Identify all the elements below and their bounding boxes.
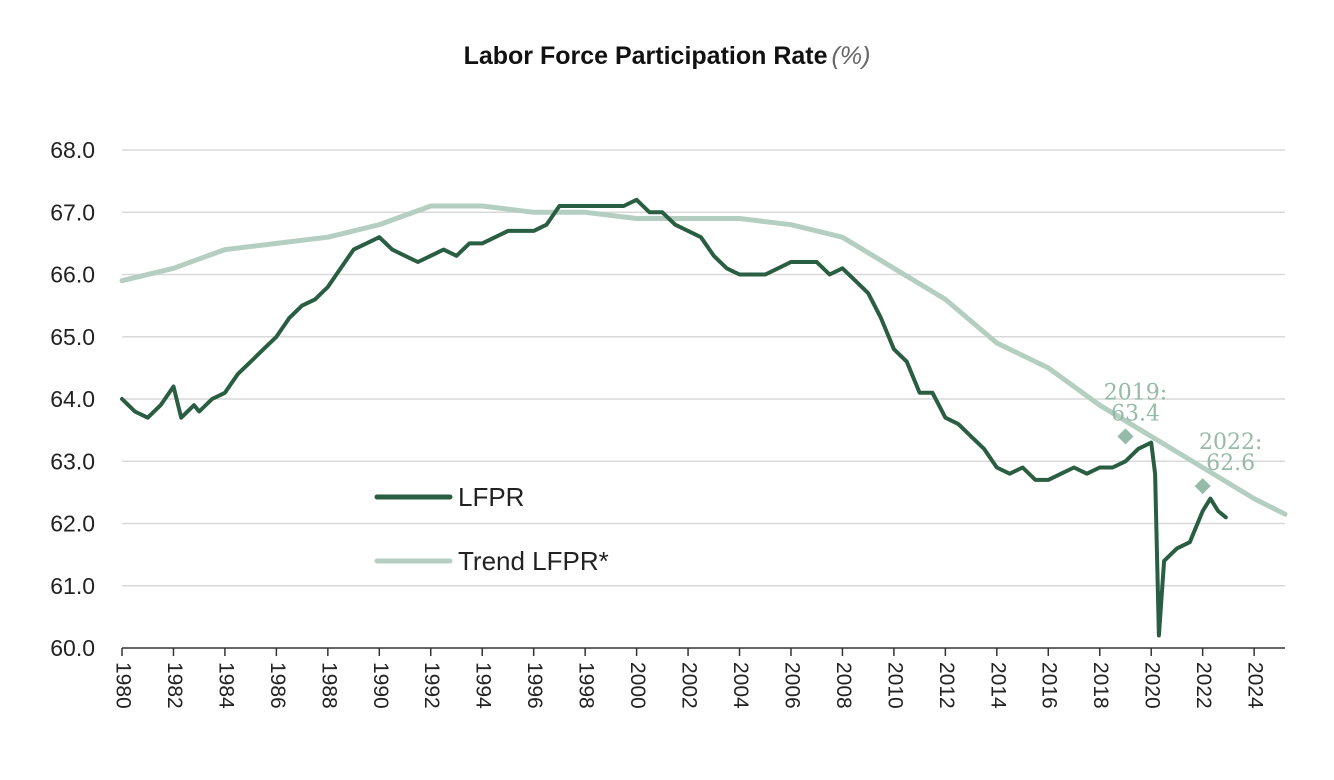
series-lines [119, 197, 1288, 638]
y-tick-label: 64.0 [50, 386, 95, 412]
annotation-marker [1117, 428, 1134, 445]
gridlines [122, 149, 1285, 587]
annotation-value: 62.6 [1206, 451, 1255, 476]
annotation-label: 2022: [1199, 430, 1262, 455]
x-tick-label: 1980 [111, 662, 134, 709]
x-tick-label: 1984 [214, 662, 237, 709]
x-tick-label: 1986 [266, 662, 289, 709]
x-tick-label: 1988 [317, 662, 340, 709]
y-tick-label: 61.0 [50, 573, 95, 599]
x-tick-label: 1992 [420, 662, 443, 709]
x-axis-ticks: 1980 1982 1984 1986 1988 1990 1992 1994 1996 1998… [111, 648, 1267, 709]
annotation-marker [1194, 478, 1211, 495]
x-tick-label: 2000 [626, 662, 649, 709]
x-tick-label: 2012 [935, 662, 958, 709]
x-tick-label: 2004 [729, 662, 752, 709]
x-tick-label: 2002 [678, 662, 701, 709]
y-tick-label: 66.0 [50, 262, 95, 288]
y-tick-label: 63.0 [50, 448, 95, 474]
x-tick-label: 2008 [832, 662, 855, 709]
x-tick-label: 2024 [1244, 662, 1267, 709]
y-tick-label: 62.0 [50, 511, 95, 537]
x-tick-label: 2018 [1089, 662, 1112, 709]
series-line [119, 203, 1288, 517]
x-tick-label: 2010 [883, 662, 906, 709]
x-tick-label: 2020 [1141, 662, 1164, 709]
x-tick-label: 2016 [1038, 662, 1061, 709]
x-tick-label: 1994 [472, 662, 495, 709]
x-tick-label: 1982 [163, 662, 186, 709]
legend-label: Trend LFPR* [458, 546, 609, 576]
annotations: 2019:63.4 2022:62.6 [1104, 380, 1262, 495]
series-line [120, 197, 1228, 638]
legend: LFPR Trend LFPR* [374, 482, 609, 576]
annotation-label: 2019: [1104, 380, 1167, 405]
x-tick-label: 1998 [575, 662, 598, 709]
chart-title-unit: (%) [831, 42, 871, 70]
y-tick-label: 60.0 [50, 635, 95, 661]
y-tick-label: 65.0 [50, 324, 95, 350]
x-tick-label: 2006 [780, 662, 803, 709]
chart-title-text: Labor Force Participation Rate [463, 42, 828, 70]
y-tick-label: 67.0 [50, 199, 95, 225]
x-tick-label: 1996 [523, 662, 546, 709]
legend-label: LFPR [458, 482, 524, 512]
x-tick-label: 2014 [986, 662, 1009, 709]
x-tick-label: 1990 [369, 662, 392, 709]
y-tick-label: 68.0 [50, 137, 95, 163]
y-axis-ticks: 60.0 61.0 62.0 63.0 64.0 65.0 66.0 67.0 68.0 [50, 137, 95, 661]
annotation-value: 63.4 [1111, 401, 1160, 426]
x-tick-label: 2022 [1192, 662, 1215, 709]
chart-title: Labor Force Participation Rate (%) [0, 42, 1334, 71]
